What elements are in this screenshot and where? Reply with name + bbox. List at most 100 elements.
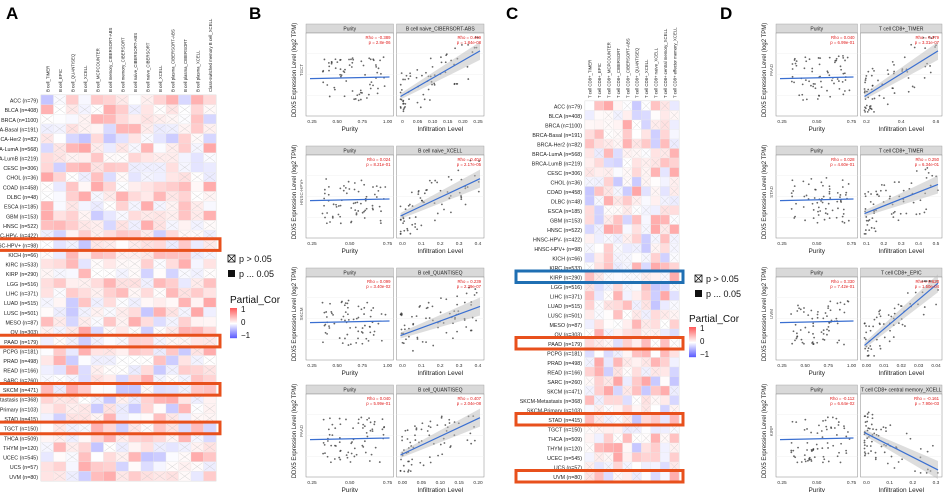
b-1-point [353,182,356,184]
a-ns-cross [54,288,66,297]
a-ns-cross [104,443,116,452]
c-cell [603,385,614,396]
a-cell [165,162,179,173]
c-ns-cross [632,244,641,253]
d-3-point [790,451,793,454]
a-row-label: KIRC (n=533) [5,263,38,269]
b-0-point [323,58,326,61]
a-cell [40,143,54,154]
a-cell [40,258,54,269]
d-1-point [893,210,896,213]
c-ns-cross [670,234,679,243]
c-cell [594,138,604,149]
c-legend-colorbar-step [689,351,696,353]
c-cell [641,290,651,301]
a-row-label: SKCM (n=471) [3,388,38,394]
c-cell [622,319,633,330]
d-3-point [813,456,816,459]
d-3-point [880,445,883,448]
c-ns-cross [614,187,622,196]
a-ns-cross [179,105,191,114]
c-cell [650,471,661,482]
c-ns-cross [642,358,650,367]
c-cell [584,271,595,282]
d-3-point [806,441,809,444]
a-ns-cross [204,153,216,162]
a-legend-colorbar-step [230,311,237,313]
c-row-label: KIRC (n=533) [549,266,582,272]
a-legend-colorbar-step [230,337,237,339]
c-cell [613,309,623,320]
d-0-xtick: 0.50 [812,119,822,125]
c-cell [603,157,614,168]
c-ns-cross [623,101,632,110]
b-1-point [363,210,365,213]
d-2-point [889,329,891,332]
c-cell [622,195,633,206]
a-cell [165,297,179,308]
d-1-point [915,213,918,216]
b-2-ylabel: DDX5 Expression Level (log2 TPM) [292,267,298,362]
d-3-xtick: 0.50 [812,480,822,486]
d-3-point [864,421,867,423]
a-row-label: COAD (n=458) [3,185,38,191]
c-ns-cross [632,206,641,215]
c-ns-cross [623,149,632,158]
a-cell [53,451,67,462]
b-0-point [382,56,385,59]
c-cell [584,366,595,377]
c-ns-cross [623,386,632,395]
a-row-label: TGCT (n=150) [4,427,38,433]
d-1-point [875,190,878,193]
b-1-point [414,216,417,218]
d-0-point [907,77,910,79]
c-legend-colorbar-step [689,352,696,354]
a-cell [153,133,167,144]
b-1-point [353,188,356,191]
b-1-ylabel: DDX5 Expression Level (log2 TPM) [292,145,298,240]
c-cell [641,186,651,197]
d-1-point [892,216,895,219]
b-1-point [364,199,367,202]
d-1-point [828,192,831,195]
b-3-point [407,460,409,463]
a-cell [178,152,192,163]
c-cell [669,433,680,444]
b-3-point [357,422,360,424]
b-3-point [331,434,334,436]
a-row-label: THYM (n=120) [3,446,38,452]
d-0-point [922,36,925,39]
c-ns-cross [670,339,679,348]
c-row-label: BLCA (n=408) [549,114,583,120]
c-cell [641,471,651,482]
c-cell [613,214,623,225]
a-cell [103,123,117,134]
c-ns-cross [614,139,622,148]
c-legend-colorbar-step [689,347,696,349]
a-ns-cross [191,279,203,288]
a-cell [40,461,54,472]
d-3-point [835,417,838,420]
a-row-label: READ (n=166) [3,369,38,375]
d-3-point [866,413,869,415]
a-cell [190,307,204,318]
a-cell [153,191,167,202]
a-row-label: GBM (n=153) [6,214,38,220]
a-ns-cross [91,144,103,153]
a-cell [140,191,154,202]
b-3-point [338,437,341,439]
b-0-point [334,58,337,61]
c-legend-colorbar-step [689,341,696,343]
c-ns-cross [614,244,622,253]
b-2-point [412,323,415,326]
b-1-point [324,216,326,219]
b-2-point [346,306,349,309]
a-cell [203,162,217,173]
d-2-point [914,291,917,294]
a-cell [128,123,142,134]
b-2-point [342,315,345,318]
a-cell [40,287,54,298]
a-ns-cross [54,337,66,346]
a-cell [140,297,154,308]
a-cell [78,258,92,269]
